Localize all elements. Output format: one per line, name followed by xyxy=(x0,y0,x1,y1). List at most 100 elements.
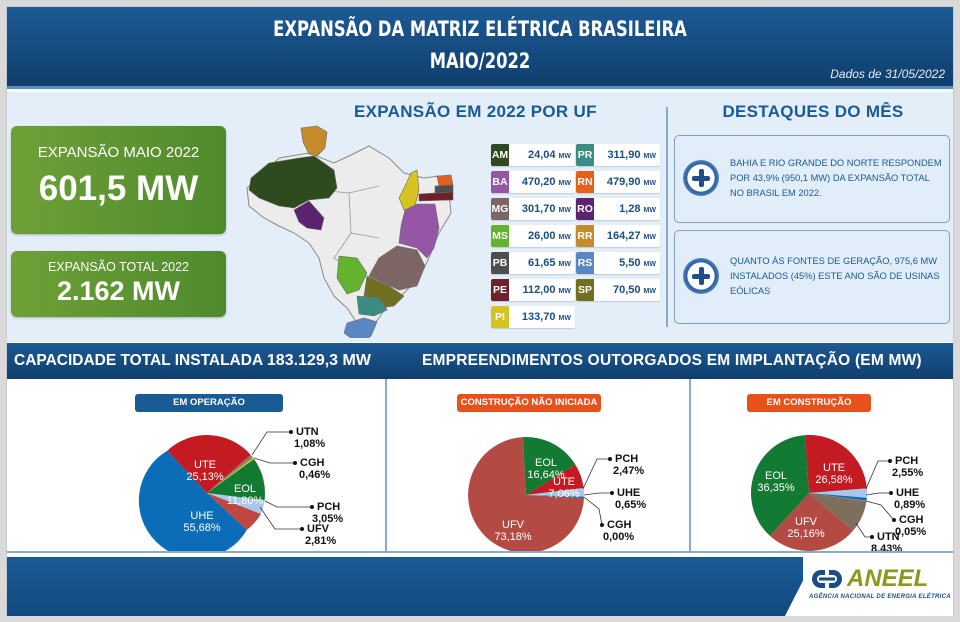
map-state-rs xyxy=(343,317,378,338)
kpi-value: 601,5 MW xyxy=(38,169,199,208)
panel-label: CONSTRUÇÃO NÃO INICIADA xyxy=(457,394,601,412)
panel-under-construction: EM CONSTRUÇÃO UTE 26,58% EOL 36,35% UFV … xyxy=(693,379,953,555)
uf-item-sp: SP 70,50 MW xyxy=(576,279,660,301)
uf-item-ba: BA 470,20 MW xyxy=(491,171,575,193)
slice-ute xyxy=(526,464,584,495)
highlight-text: BAHIA E RIO GRANDE DO NORTE RESPONDEM PO… xyxy=(730,158,942,198)
svg-text:0,65%: 0,65% xyxy=(615,499,646,511)
map-state-ba xyxy=(398,203,440,259)
map-state-rn xyxy=(436,174,454,187)
svg-text:EOL: EOL xyxy=(234,483,256,495)
page-title: EXPANSÃO DA MATRIZ ELÉTRICA BRASILEIRA xyxy=(273,17,687,41)
svg-text:UFV: UFV xyxy=(795,516,818,528)
svg-text:25,13%: 25,13% xyxy=(186,471,224,483)
uf-item-pi: PI 133,70 MW xyxy=(491,306,575,328)
pie-chart-under-construction: UTE 26,58% EOL 36,35% UFV 25,16% PCH2,55… xyxy=(750,434,926,555)
map-state-mg xyxy=(368,245,426,291)
svg-text:CGH: CGH xyxy=(607,519,632,531)
map-state-ro xyxy=(293,200,325,231)
slice-ufv xyxy=(770,493,853,551)
svg-text:UHE: UHE xyxy=(190,510,213,522)
svg-text:0,89%: 0,89% xyxy=(894,499,925,511)
slice-uhe xyxy=(809,493,867,501)
svg-text:8,43%: 8,43% xyxy=(871,543,902,551)
svg-text:26,58%: 26,58% xyxy=(815,474,853,486)
svg-text:7,06%: 7,06% xyxy=(548,488,579,500)
slice-eol xyxy=(523,437,576,495)
slice-uhe xyxy=(526,495,584,498)
svg-text:UTN: UTN xyxy=(877,531,900,543)
highlight-card: BAHIA E RIO GRANDE DO NORTE RESPONDEM PO… xyxy=(674,135,950,223)
data-date: Dados de 31/05/2022 xyxy=(830,67,945,81)
svg-text:1,08%: 1,08% xyxy=(294,438,325,450)
svg-text:PCH: PCH xyxy=(615,453,638,465)
infographic-frame: EXPANSÃO DA MATRIZ ELÉTRICA BRASILEIRA M… xyxy=(6,6,954,616)
svg-text:UTN: UTN xyxy=(296,426,319,438)
svg-text:CGH: CGH xyxy=(899,514,924,526)
svg-text:16,64%: 16,64% xyxy=(527,469,565,481)
svg-text:2,47%: 2,47% xyxy=(613,465,644,477)
svg-text:UHE: UHE xyxy=(617,487,640,499)
slice-eol xyxy=(750,435,809,536)
pie-chart-not-started: EOL 16,64% UTE 7,06% UFV 73,18% PCH2,47%… xyxy=(468,437,646,554)
slice-cgh xyxy=(207,457,254,493)
kpi-label: EXPANSÃO MAIO 2022 xyxy=(37,144,200,161)
section-band: CAPACIDADE TOTAL INSTALADA 183.129,3 MW … xyxy=(7,343,953,379)
svg-text:UFV: UFV xyxy=(502,519,525,531)
aneel-mark-icon xyxy=(812,570,842,588)
uf-item-pe: PE 112,00 MW xyxy=(491,279,575,301)
aneel-name: ANEEL xyxy=(847,565,929,592)
uf-item-pr: PR 311,90 MW xyxy=(576,144,660,166)
map-state-pr xyxy=(356,295,388,317)
uf-item-rn: RN 479,90 MW xyxy=(576,171,660,193)
highlight-card: QUANTO ÀS FONTES DE GERAÇÃO, 975,6 MW IN… xyxy=(674,230,950,324)
panel-label: EM OPERAÇÃO xyxy=(135,394,283,412)
slice-utn xyxy=(207,455,254,493)
slice-utn xyxy=(809,493,867,531)
slice-ufv xyxy=(207,493,261,530)
svg-text:3,05%: 3,05% xyxy=(312,513,343,525)
svg-text:UTE: UTE xyxy=(194,459,216,471)
slice-uhe xyxy=(138,450,247,559)
svg-text:UHE: UHE xyxy=(896,487,919,499)
panel-operation: EM OPERAÇÃO UTE 25,13% EOL 11,80% UHE 55… xyxy=(7,379,387,559)
aneel-subtitle: AGÊNCIA NACIONAL DE ENERGIA ELÉTRICA xyxy=(809,594,951,600)
map-state-pe xyxy=(418,191,454,202)
map-state-am xyxy=(248,155,338,209)
kpi-month-expansion: EXPANSÃO MAIO 2022 601,5 MW xyxy=(11,126,226,234)
map-state-pb xyxy=(434,184,454,194)
svg-text:PCH: PCH xyxy=(317,501,340,513)
uf-item-rr: RR 164,27 MW xyxy=(576,225,660,247)
divider xyxy=(7,551,953,553)
header: EXPANSÃO DA MATRIZ ELÉTRICA BRASILEIRA M… xyxy=(7,7,953,89)
uf-section-title: EXPANSÃO EM 2022 POR UF xyxy=(354,102,597,121)
slice-eol xyxy=(207,459,265,501)
svg-text:2,55%: 2,55% xyxy=(892,467,923,479)
implementation-heading: EMPREENDIMENTOS OUTORGADOS EM IMPLANTAÇÃ… xyxy=(422,352,922,369)
slice-pch xyxy=(526,488,584,497)
footer: ANEEL AGÊNCIA NACIONAL DE ENERGIA ELÉTRI… xyxy=(7,557,953,616)
svg-text:25,16%: 25,16% xyxy=(787,528,825,540)
svg-text:EOL: EOL xyxy=(535,457,557,469)
kpi-label: EXPANSÃO TOTAL 2022 xyxy=(47,260,190,274)
aneel-logo: ANEEL AGÊNCIA NACIONAL DE ENERGIA ELÉTRI… xyxy=(807,565,951,609)
uf-item-am: AM 24,04 MW xyxy=(491,144,575,166)
highlight-text: QUANTO ÀS FONTES DE GERAÇÃO, 975,6 MW IN… xyxy=(730,256,940,296)
capacity-value: 183.129,3 MW xyxy=(266,352,371,369)
slice-pch xyxy=(207,493,265,514)
svg-text:55,68%: 55,68% xyxy=(183,522,221,534)
svg-text:EOL: EOL xyxy=(765,470,787,482)
map-state-ms xyxy=(336,255,368,295)
plus-icon xyxy=(683,258,719,294)
uf-item-ro: RO 1,28 MW xyxy=(576,198,660,220)
divider xyxy=(666,107,668,327)
kpi-value: 2.162 MW xyxy=(56,276,181,306)
svg-text:11,80%: 11,80% xyxy=(227,495,264,507)
plus-icon xyxy=(683,160,719,196)
svg-text:UFV: UFV xyxy=(307,523,330,535)
highlights-title: DESTAQUES DO MÊS xyxy=(722,102,904,121)
slice-pch xyxy=(809,488,867,498)
svg-text:73,18%: 73,18% xyxy=(494,531,532,543)
map-state-rr xyxy=(300,125,328,157)
svg-text:UTE: UTE xyxy=(553,476,575,488)
